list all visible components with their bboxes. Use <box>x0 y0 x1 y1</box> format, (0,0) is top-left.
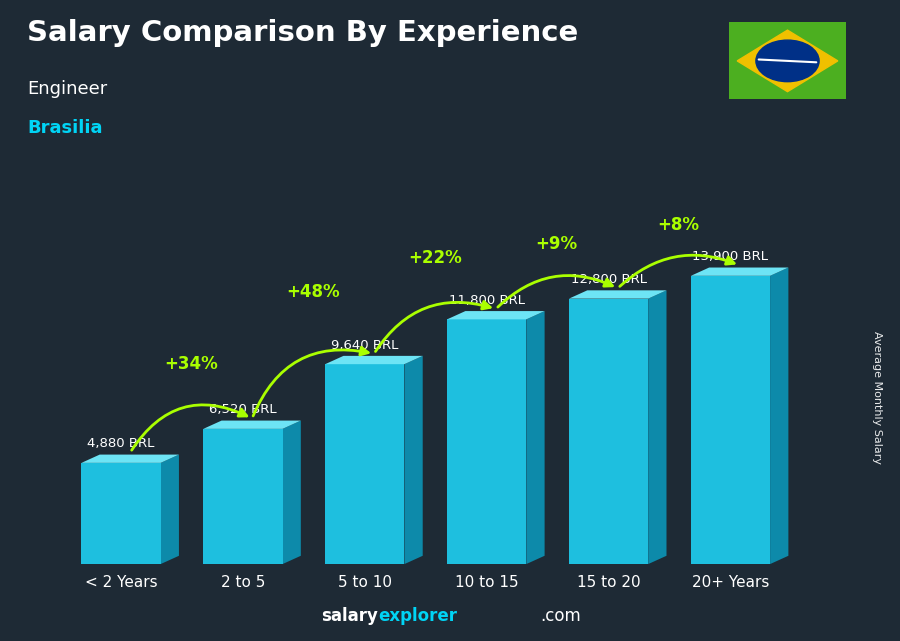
Bar <box>691 276 770 564</box>
Polygon shape <box>737 30 838 92</box>
Text: 4,880 BRL: 4,880 BRL <box>87 437 155 451</box>
FancyArrowPatch shape <box>759 60 816 62</box>
Polygon shape <box>404 356 423 564</box>
Text: Salary Comparison By Experience: Salary Comparison By Experience <box>27 19 578 47</box>
Bar <box>447 319 526 564</box>
Text: +34%: +34% <box>165 354 218 372</box>
Polygon shape <box>203 420 301 429</box>
Polygon shape <box>526 311 544 564</box>
Text: 11,800 BRL: 11,800 BRL <box>449 294 525 307</box>
Text: explorer: explorer <box>378 607 457 625</box>
Polygon shape <box>770 267 788 564</box>
Text: 6,520 BRL: 6,520 BRL <box>209 403 276 417</box>
Bar <box>203 429 283 564</box>
Polygon shape <box>325 356 423 364</box>
Text: 9,640 BRL: 9,640 BRL <box>331 338 399 352</box>
Polygon shape <box>161 454 179 564</box>
Text: Average Monthly Salary: Average Monthly Salary <box>872 331 883 464</box>
Polygon shape <box>283 420 301 564</box>
Bar <box>569 299 648 564</box>
Bar <box>81 463 161 564</box>
Text: +8%: +8% <box>658 216 699 234</box>
Text: Engineer: Engineer <box>27 80 107 98</box>
Text: .com: .com <box>540 607 580 625</box>
Text: salary: salary <box>321 607 378 625</box>
Polygon shape <box>569 290 667 299</box>
Text: +48%: +48% <box>286 283 340 301</box>
Text: +9%: +9% <box>536 235 578 253</box>
Polygon shape <box>81 454 179 463</box>
Circle shape <box>756 40 819 81</box>
Polygon shape <box>447 311 544 319</box>
Text: 12,800 BRL: 12,800 BRL <box>571 273 646 286</box>
Bar <box>325 364 404 564</box>
Text: 13,900 BRL: 13,900 BRL <box>692 251 769 263</box>
Text: Brasilia: Brasilia <box>27 119 103 137</box>
Text: +22%: +22% <box>408 249 462 267</box>
Polygon shape <box>691 267 788 276</box>
Polygon shape <box>648 290 667 564</box>
